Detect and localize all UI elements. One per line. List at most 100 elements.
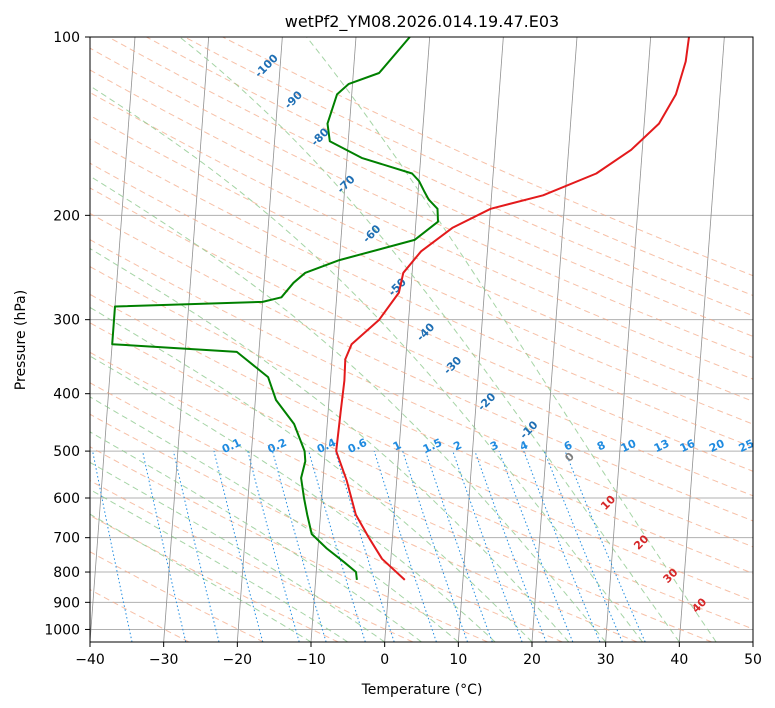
plot-area: [90, 37, 753, 642]
moist-adiabat-line: [90, 513, 312, 642]
dry-adiabat-line: [90, 187, 753, 497]
y-tick-label: 400: [53, 387, 80, 403]
dry-adiabat-line: [90, 480, 414, 642]
isotherm-line: [457, 37, 504, 642]
mixing-ratio-label: 30: [761, 437, 775, 455]
moist-adiabat-line: [90, 396, 459, 642]
mixing-ratio-line: [402, 450, 468, 642]
mixing-ratio-label: 0.6: [346, 436, 369, 456]
moist-adiabat-line: [90, 247, 570, 642]
dry-adiabat-label: 40: [689, 595, 709, 615]
mixing-ratio-line: [452, 450, 523, 642]
dry-adiabat-line: [90, 47, 753, 359]
x-tick-label: 0: [380, 652, 389, 668]
moist-adiabat-line: [90, 355, 496, 642]
x-tick-label: −20: [223, 652, 253, 668]
moist-adiabat-label: -100: [252, 51, 281, 80]
dry-adiabat-line: [90, 212, 753, 522]
y-tick-label: 500: [53, 444, 80, 460]
mixing-ratio-line: [272, 450, 327, 642]
x-tick-label: 30: [597, 652, 615, 668]
mixing-ratio-line: [564, 450, 646, 642]
mixing-ratio-line: [334, 450, 395, 642]
dry-adiabat-line: [90, 322, 753, 630]
mixing-ratio-label: 16: [678, 437, 698, 455]
x-tick-label: −10: [296, 652, 326, 668]
mixing-ratio-label: 0.2: [266, 436, 289, 456]
moist-adiabat-line: [179, 37, 680, 642]
x-tick-label: 10: [449, 652, 467, 668]
mixing-ratio-line: [425, 450, 493, 642]
dry-adiabat-line: [90, 382, 638, 642]
dry-adiabat-label: 20: [631, 532, 651, 552]
isotherm-line: [531, 37, 578, 642]
moist-adiabat-label: -90: [282, 88, 305, 111]
mixing-ratio-line: [142, 450, 187, 642]
x-tick-label: 20: [523, 652, 541, 668]
moist-adiabat-line: [90, 306, 533, 642]
dry-adiabat-line: [90, 514, 339, 642]
x-axis-label: Temperature (°C): [361, 682, 483, 698]
mixing-ratio-label: 20: [707, 437, 727, 455]
mixing-ratio-line: [474, 450, 547, 642]
y-tick-label: 800: [53, 565, 80, 581]
dry-adiabat-line: [90, 551, 264, 642]
dry-adiabat-line: [90, 162, 753, 472]
moist-adiabat-label: -40: [414, 320, 437, 343]
y-tick-label: 300: [53, 313, 80, 329]
mixing-ratio-label: 0.4: [315, 436, 338, 456]
y-tick-label: 100: [53, 30, 80, 46]
mixing-ratio-label: 0.1: [220, 436, 243, 456]
dry-adiabat-line: [90, 351, 712, 642]
y-tick-label: 200: [53, 208, 80, 224]
moist-adiabat-label: -60: [360, 222, 383, 245]
dry-adiabat-line: [90, 266, 753, 574]
x-tick-label: −30: [149, 652, 179, 668]
dry-adiabat-line: [90, 69, 753, 380]
dry-adiabat-line: [184, 37, 753, 297]
isotherm-line: [163, 37, 210, 642]
moist-adiabat-line: [90, 175, 607, 642]
dewpoint-profile-line: [111, 37, 439, 581]
isotherm-line: [752, 636, 753, 642]
mixing-ratio-label: 10: [619, 437, 639, 455]
dry-adiabat-line: [90, 114, 753, 425]
isotherm-line: [678, 37, 725, 642]
dry-adiabat-line: [90, 293, 753, 602]
x-tick-label: 40: [670, 652, 688, 668]
mixing-ratio-label: 25: [737, 437, 756, 455]
moist-adiabat-label: -10: [517, 418, 540, 441]
x-tick-label: −40: [75, 652, 105, 668]
moist-adiabat-line: [90, 85, 643, 642]
moist-adiabat-label: -70: [334, 172, 357, 195]
dry-adiabat-line: [108, 37, 753, 337]
mixing-ratio-line: [308, 450, 366, 642]
isotherm-line: [605, 37, 652, 642]
moist-adiabat-line: [306, 37, 717, 642]
y-tick-label: 1000: [44, 622, 80, 638]
dry-adiabat-line: [146, 37, 753, 317]
dry-adiabat-line: [90, 239, 753, 548]
dry-adiabat-line: [90, 91, 753, 402]
mixing-ratio-line: [373, 450, 437, 642]
dry-adiabat-label: 30: [661, 566, 681, 586]
moist-adiabat-line: [90, 461, 385, 642]
mixing-ratio-line: [498, 450, 574, 642]
dry-adiabat-line: [222, 37, 753, 277]
mixing-ratio-line: [247, 450, 300, 642]
isotherm-line: [384, 37, 431, 642]
mixing-ratio-line: [213, 450, 264, 642]
mixing-ratio-line: [543, 450, 623, 642]
mixing-ratio-label: 13: [652, 437, 671, 455]
axes: −40 −30 −20 −10 0 10 20 30 40 50 100 200 300 400 500 60…: [44, 30, 762, 668]
y-tick-label: 700: [53, 531, 80, 547]
moist-adiabat-line: [90, 431, 422, 642]
chart-title: wetPf2_YM08.2026.014.19.47.E03: [285, 12, 559, 32]
moist-adiabat-label: -30: [441, 354, 464, 377]
temperature-profile-line: [335, 37, 690, 581]
isotherm-line: [236, 37, 283, 642]
plot-frame: [89, 36, 754, 643]
x-tick-label: 50: [744, 652, 762, 668]
y-axis-label: Pressure (hPa): [13, 290, 29, 390]
